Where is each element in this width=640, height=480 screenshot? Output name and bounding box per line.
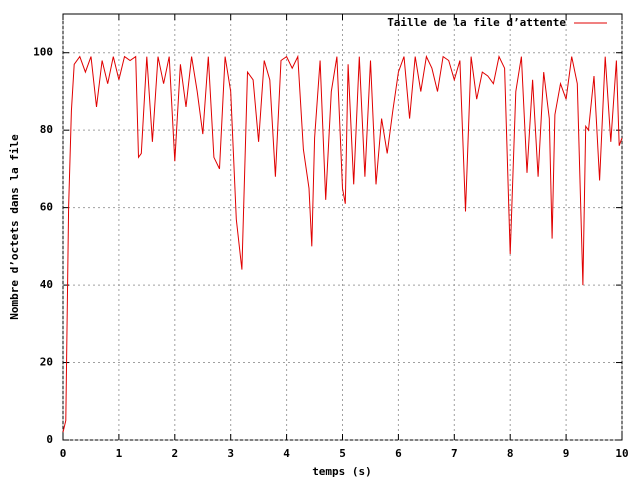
y-tick-label: 60 [40,201,53,214]
x-tick-label: 5 [339,447,346,460]
y-tick-label: 80 [40,123,53,136]
legend-label: Taille de la file d’attente [387,16,566,29]
x-tick-label: 8 [507,447,514,460]
y-tick-label: 100 [33,46,53,59]
x-tick-label: 9 [563,447,570,460]
plot-frame [62,13,623,441]
data-line [62,54,623,433]
x-tick-label: 6 [395,447,402,460]
x-tick-label: 3 [227,447,234,460]
x-tick-label: 4 [283,447,290,460]
x-tick-label: 7 [451,447,458,460]
x-tick-label: 0 [60,447,67,460]
x-tick-label: 10 [615,447,628,460]
x-tick-label: 1 [116,447,123,460]
y-tick-label: 0 [46,433,53,446]
y-tick-label: 40 [40,278,53,291]
y-tick-label: 20 [40,356,53,369]
y-axis-label: Nombre d’octets dans la file [8,134,21,320]
x-tick-label: 2 [171,447,178,460]
x-axis-label: temps (s) [312,465,372,478]
